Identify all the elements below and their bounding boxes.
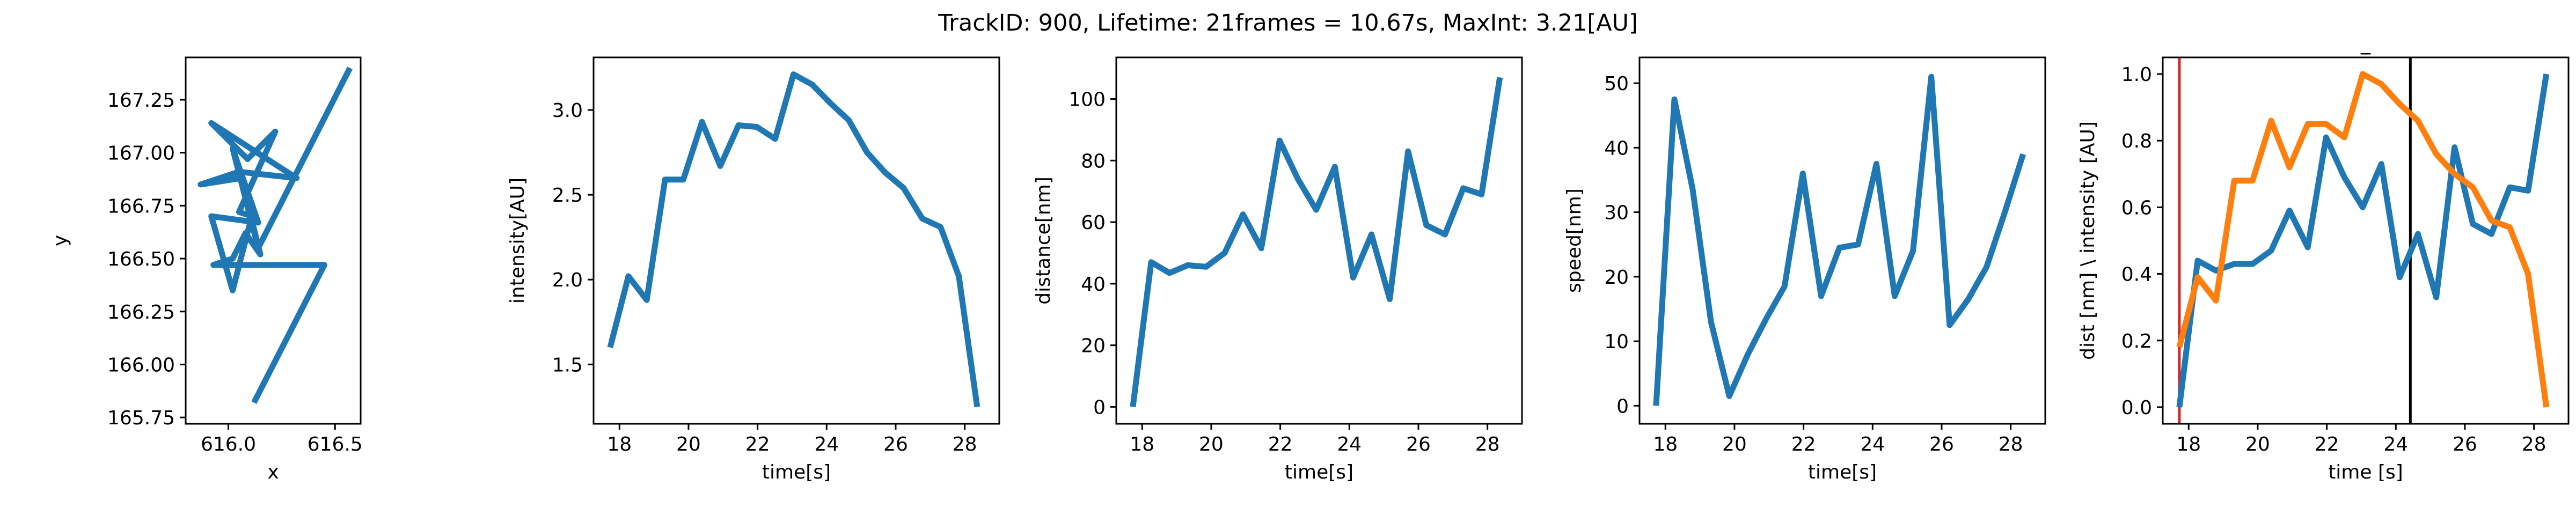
series-line-1 [1130,77,1503,408]
x-tick-label: 18 [1130,433,1154,455]
axes-frame [592,56,1000,425]
y-tick-label: 0.2 [2121,330,2152,352]
subplot-title: _ [2360,33,2371,55]
x-tick-label: 24 [2383,433,2408,455]
subplot-panels: 616.0 616.5 165.75 166.00 166.25 166.50 166.75… [49,33,2570,483]
y-tick-label: 1.0 [2121,64,2152,86]
y-tick-label: 0.6 [2121,197,2152,219]
figure-title: TrackID: 900, Lifetime: 21frames = 10.67… [938,10,1638,36]
y-tick-label: 166.25 [107,301,175,323]
y-tick-label: 60 [1081,212,1106,234]
x-tick-label: 20 [1722,433,1747,455]
y-tick-label: 3.0 [552,100,583,122]
y-tick-label: 20 [1604,267,1629,289]
x-tick-label: 616.5 [308,433,363,455]
y-tick-label: 2.0 [552,269,583,291]
x-tick-label: 28 [953,433,977,455]
subplot-2: 18 20 22 24 26 28 1.5 2.0 2.5 3.0 time[s] intensity… [507,56,1000,483]
x-tick-label: 26 [1406,433,1431,455]
x-tick-label: 20 [676,433,701,455]
x-tick-label: 26 [883,433,908,455]
series-line-1 [607,71,980,408]
series-line-1 [1653,73,2026,406]
y-tick-label: 10 [1604,331,1629,353]
x-tick-label: 22 [1268,433,1293,455]
subplot-1: 616.0 616.5 165.75 166.00 166.25 166.50 166.75… [49,56,363,483]
x-tick-label: 20 [1199,433,1224,455]
x-axis-label: time[s] [762,461,831,483]
x-tick-label: 28 [1475,433,1500,455]
x-axis-label: time[s] [1808,461,1877,483]
x-tick-label: 22 [1791,433,1816,455]
y-tick-label: 40 [1081,274,1106,296]
y-tick-label: 30 [1604,202,1629,224]
series-line-1 [2176,73,2550,408]
x-tick-label: 22 [2315,433,2339,455]
x-tick-label: 22 [745,433,770,455]
x-tick-label: 616.0 [201,433,256,455]
x-tick-label: 18 [1653,433,1678,455]
x-tick-label: 24 [1337,433,1362,455]
y-axis-label: y [49,235,71,246]
y-tick-label: 50 [1604,73,1629,95]
y-tick-label: 0 [1093,396,1106,418]
y-tick-label: 1.5 [552,354,583,376]
y-tick-label: 20 [1081,335,1106,357]
x-axis-label: time[s] [1285,461,1353,483]
y-tick-label: 166.00 [107,354,175,376]
y-tick-label: 0 [1616,395,1629,417]
y-tick-label: 165.75 [107,407,175,429]
y-axis-label: distance[nm] [1033,176,1055,305]
y-tick-label: 0.4 [2121,264,2152,286]
x-axis-label: time [s] [2328,461,2403,483]
subplot-4: 18 20 22 24 26 28 0 10 20 30 40 50 time[s] speed[nm] [1563,56,2046,483]
y-tick-label: 100 [1069,89,1106,111]
axes-frame [1638,56,2046,425]
axes-frame [1115,56,1523,425]
x-tick-label: 24 [814,433,839,455]
x-tick-label: 24 [1860,433,1885,455]
subplot-3: 18 20 22 24 26 28 0 20 40 60 80 100 time[s] distance[… [1033,56,1523,483]
y-tick-label: 2.5 [552,185,583,207]
x-tick-label: 18 [607,433,632,455]
y-axis-label: dist [nm] \ intensity [AU] [2077,121,2099,360]
y-tick-label: 166.75 [107,195,175,217]
x-tick-label: 28 [2522,433,2546,455]
y-tick-label: 167.25 [107,90,175,112]
y-axis-label: intensity[AU] [507,178,529,304]
x-tick-label: 26 [1929,433,1954,455]
y-tick-label: 166.50 [107,248,175,270]
x-axis-label: x [267,461,279,483]
y-tick-label: 167.00 [107,143,175,165]
series-line-2 [2176,71,2550,408]
y-tick-label: 0.0 [2121,397,2152,419]
x-tick-label: 18 [2176,433,2201,455]
x-tick-label: 20 [2245,433,2270,455]
series-line-1 [197,67,353,404]
x-tick-label: 26 [2453,433,2477,455]
x-tick-label: 28 [1999,433,2023,455]
y-tick-label: 0.8 [2121,130,2152,152]
axes-frame [2162,56,2570,425]
y-tick-label: 40 [1604,137,1629,159]
axes-frame [185,56,362,425]
subplot-5: 18 20 22 24 26 28 0.0 0.2 0.4 0.6 0.8 1.0 time [s] di… [2077,33,2570,483]
y-axis-label: speed[nm] [1563,188,1585,293]
y-tick-label: 80 [1081,150,1106,172]
